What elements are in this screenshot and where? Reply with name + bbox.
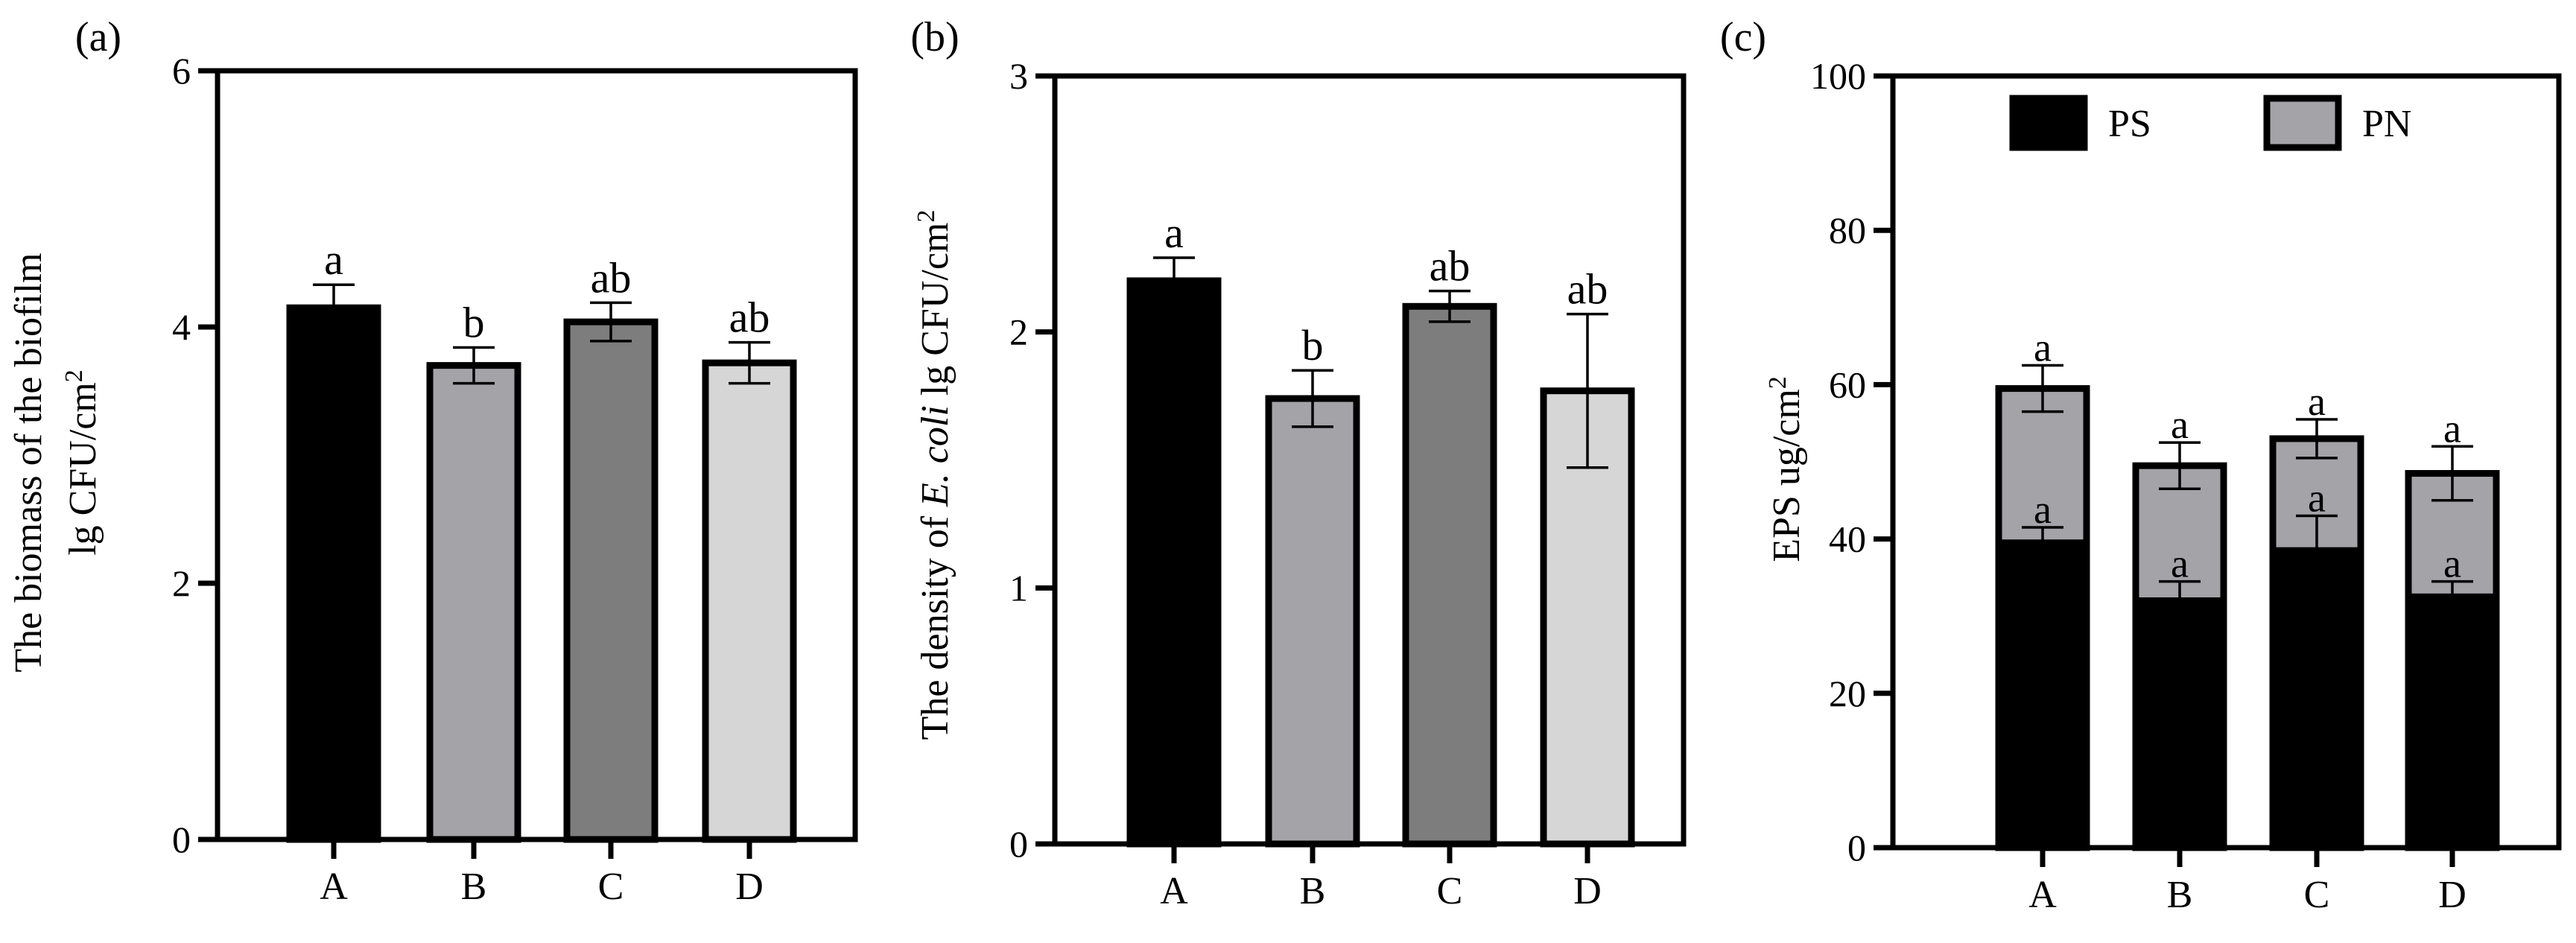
y-tick-label: 20: [1829, 673, 1866, 714]
y-axis-label-superscript: 2: [913, 210, 940, 223]
y-axis-label: EPS ug/cm2: [1764, 376, 1808, 562]
x-tick-label: C: [2304, 874, 2330, 916]
y-axis-label-superscript: 2: [60, 369, 88, 382]
y-axis-label-species: E. coli: [914, 405, 957, 507]
y-axis-label-unit: lg CFU/cm: [914, 223, 957, 406]
y-axis-label-text: EPS ug/cm: [1766, 389, 1808, 562]
legend-label-PN: PN: [2362, 103, 2411, 145]
x-tick-label: D: [1573, 870, 1602, 912]
bar-PS-C: [2269, 547, 2364, 851]
significance-label: ab: [1567, 265, 1608, 314]
significance-label-PN: a: [2308, 379, 2326, 424]
panel-label: (b): [910, 14, 959, 60]
y-tick-label: 60: [1829, 363, 1866, 405]
bar-PS-D: [2405, 593, 2500, 851]
bar-A: [286, 304, 381, 843]
bar-B: [1265, 395, 1360, 848]
significance-label: b: [1302, 321, 1324, 369]
y-axis-label: The biomass of the biofilm: [7, 253, 50, 672]
significance-label: b: [463, 299, 485, 347]
bar-B: [426, 362, 521, 843]
significance-label-PS: a: [2308, 476, 2326, 521]
bar-C: [1402, 302, 1497, 848]
significance-label: a: [1164, 209, 1184, 257]
y-tick-label: 80: [1829, 209, 1866, 251]
panel-label: (a): [75, 14, 121, 60]
y-tick-label: 100: [1810, 55, 1866, 97]
x-tick-label: C: [598, 866, 624, 908]
bar-D: [702, 359, 797, 843]
bar-PS-A: [1995, 539, 2090, 851]
significance-label-PS: a: [2034, 487, 2052, 532]
significance-label-PS: a: [2171, 542, 2189, 586]
x-tick-label: D: [735, 866, 764, 908]
chart-panel-2: (b) 0 1 2 3 A B C D The density of E. coli lg CFU…: [910, 14, 1687, 912]
significance-label-PS: a: [2443, 542, 2461, 586]
y-tick-label: 2: [1009, 311, 1028, 353]
significance-label: ab: [1430, 242, 1471, 290]
x-tick-label: A: [320, 866, 348, 908]
y-axis-label: The density of E. coli lg CFU/cm2: [913, 210, 957, 740]
panel-label: (c): [1720, 14, 1766, 60]
y-axis-label-text: The density of: [914, 507, 957, 740]
y-tick-label: 1: [1009, 567, 1028, 609]
x-tick-label: C: [1437, 870, 1463, 912]
x-tick-label: B: [2167, 874, 2193, 916]
legend-swatch-PS: [2009, 95, 2088, 151]
y-tick-label: 0: [172, 819, 191, 860]
x-tick-label: A: [2028, 874, 2057, 916]
significance-label: ab: [591, 253, 632, 302]
bar-A: [1126, 277, 1222, 848]
legend-label-PS: PS: [2108, 103, 2151, 145]
y-tick-label: 6: [172, 50, 191, 92]
significance-label: a: [324, 235, 343, 284]
y-tick-label: 0: [1847, 827, 1866, 869]
y-axis-label-superscript: 2: [1764, 376, 1792, 389]
significance-label-PN: a: [2034, 326, 2052, 370]
significance-label-PN: a: [2171, 402, 2189, 447]
y-axis-label-unit: lg CFU/cm2: [60, 369, 104, 556]
legend: PS PN: [2009, 95, 2411, 151]
y-tick-label: 3: [1009, 55, 1028, 97]
y-axis-label-unit-text: lg CFU/cm: [62, 382, 104, 556]
significance-label: ab: [729, 293, 770, 342]
bar-PS-B: [2132, 597, 2227, 851]
x-tick-label: A: [1160, 870, 1188, 912]
significance-label-PN: a: [2443, 406, 2461, 451]
bar-C: [563, 318, 659, 843]
y-tick-label: 0: [1009, 823, 1028, 865]
x-tick-label: D: [2438, 874, 2466, 916]
legend-swatch-PN: [2263, 95, 2342, 151]
y-tick-label: 4: [172, 306, 191, 348]
x-tick-label: B: [1300, 870, 1326, 912]
x-tick-label: B: [461, 866, 487, 908]
y-tick-label: 40: [1829, 518, 1866, 560]
y-tick-label: 2: [172, 562, 191, 604]
